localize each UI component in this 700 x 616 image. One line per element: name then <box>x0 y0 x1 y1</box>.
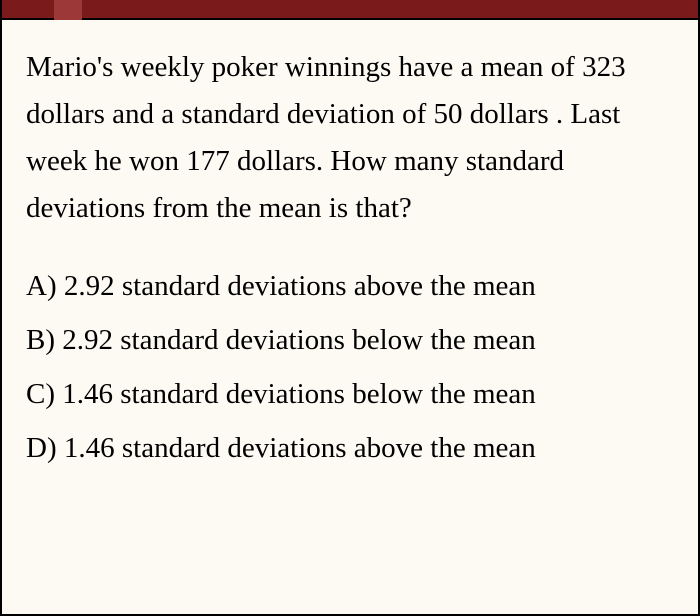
answer-list: A) 2.92 standard deviations above the me… <box>26 272 674 463</box>
answer-option-c[interactable]: C) 1.46 standard deviations below the me… <box>26 380 674 409</box>
answer-option-b[interactable]: B) 2.92 standard deviations below the me… <box>26 326 674 355</box>
question-card: Mario's weekly poker winnings have a mea… <box>0 0 700 616</box>
content-area: Mario's weekly poker winnings have a mea… <box>2 20 698 463</box>
answer-option-a[interactable]: A) 2.92 standard deviations above the me… <box>26 272 674 301</box>
question-text: Mario's weekly poker winnings have a mea… <box>26 44 674 232</box>
top-bar <box>2 0 698 20</box>
tab-marker <box>54 0 82 20</box>
answer-option-d[interactable]: D) 1.46 standard deviations above the me… <box>26 434 674 463</box>
